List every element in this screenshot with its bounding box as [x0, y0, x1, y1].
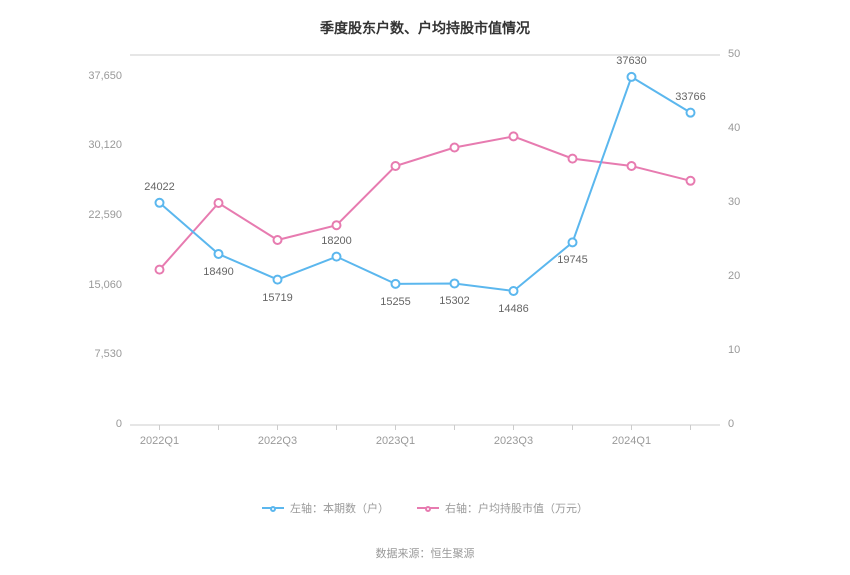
data-label: 15719: [262, 292, 293, 304]
x-tick-label: 2022Q3: [258, 435, 297, 447]
legend-item: 右轴：户均持股市值（万元）: [417, 500, 588, 516]
data-label: 14486: [498, 303, 529, 315]
y-left-tick-label: 0: [116, 418, 122, 430]
x-tick-label: 2024Q1: [612, 435, 651, 447]
x-tick-label: 2023Q3: [494, 435, 533, 447]
series-marker-blue: [687, 109, 695, 117]
data-label: 15255: [380, 296, 411, 308]
legend-label: 右轴：户均持股市值（万元）: [445, 500, 588, 516]
series-marker-pink: [274, 236, 282, 244]
data-label: 37630: [616, 55, 647, 67]
series-marker-blue: [451, 279, 459, 287]
y-right-tick-label: 40: [728, 122, 740, 134]
y-right-tick-label: 0: [728, 418, 734, 430]
series-marker-pink: [687, 177, 695, 185]
series-line-pink: [160, 136, 691, 269]
y-left-tick-label: 22,590: [88, 209, 122, 221]
data-label: 18200: [321, 235, 352, 247]
series-marker-blue: [156, 199, 164, 207]
series-marker-blue: [569, 238, 577, 246]
series-marker-blue: [274, 276, 282, 284]
y-left-tick-label: 15,060: [88, 279, 122, 291]
chart-title: 季度股东户数、户均持股市值情况: [0, 0, 850, 38]
x-tick-label: 2022Q1: [140, 435, 179, 447]
chart-container: 季度股东户数、户均持股市值情况 0 7,530 15,060 22,590 30,120…: [0, 0, 850, 575]
series-marker-blue: [510, 287, 518, 295]
x-tick-label: 2023Q1: [376, 435, 415, 447]
y-right-tick-label: 20: [728, 270, 740, 282]
series-marker-pink: [156, 266, 164, 274]
y-right-tick-label: 50: [728, 48, 740, 60]
data-label: 19745: [557, 254, 588, 266]
legend-item: 左轴：本期数（户）: [262, 500, 389, 516]
y-left-tick-label: 7,530: [94, 348, 122, 360]
data-label: 15302: [439, 295, 470, 307]
legend-swatch-icon: [417, 507, 439, 509]
series-marker-blue: [333, 253, 341, 261]
series-marker-pink: [569, 155, 577, 163]
series-marker-pink: [333, 221, 341, 229]
y-left-tick-label: 37,650: [88, 70, 122, 82]
data-label: 33766: [675, 91, 706, 103]
y-right-tick-label: 10: [728, 344, 740, 356]
plot-area: [130, 55, 720, 425]
legend: 左轴：本期数（户） 右轴：户均持股市值（万元）: [0, 500, 850, 516]
legend-swatch-icon: [262, 507, 284, 509]
series-lines: [130, 55, 720, 425]
y-right-tick-label: 30: [728, 196, 740, 208]
series-marker-pink: [628, 162, 636, 170]
series-marker-pink: [215, 199, 223, 207]
series-marker-blue: [628, 73, 636, 81]
series-marker-pink: [451, 144, 459, 152]
data-label: 24022: [144, 181, 175, 193]
legend-label: 左轴：本期数（户）: [290, 500, 389, 516]
series-marker-blue: [215, 250, 223, 258]
data-label: 18490: [203, 266, 234, 278]
data-source: 数据来源：恒生聚源: [0, 545, 850, 561]
series-line-blue: [160, 77, 691, 291]
series-marker-pink: [392, 162, 400, 170]
series-marker-pink: [510, 132, 518, 140]
y-left-tick-label: 30,120: [88, 139, 122, 151]
series-marker-blue: [392, 280, 400, 288]
